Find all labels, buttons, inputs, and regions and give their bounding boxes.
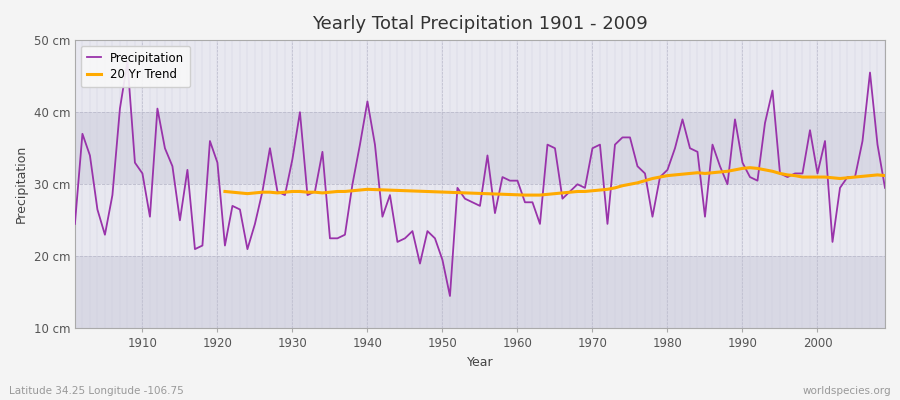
Bar — [75, 256, 885, 328]
Precipitation — [617, 135, 628, 140]
Title: Yearly Total Precipitation 1901 - 2009: Yearly Total Precipitation 1901 - 2009 — [312, 15, 648, 33]
20 Yr Trend — [775, 171, 786, 176]
Precipitation — [527, 200, 538, 205]
Bar — [75, 112, 885, 184]
20 Yr Trend — [879, 173, 890, 178]
20 Yr Trend — [670, 172, 680, 177]
20 Yr Trend — [302, 190, 313, 194]
Precipitation — [69, 222, 80, 226]
20 Yr Trend — [220, 189, 230, 194]
Precipitation — [122, 59, 133, 64]
20 Yr Trend — [317, 190, 328, 195]
X-axis label: Year: Year — [466, 356, 493, 369]
20 Yr Trend — [744, 165, 755, 170]
20 Yr Trend — [519, 193, 530, 198]
Precipitation — [879, 186, 890, 190]
20 Yr Trend — [257, 190, 268, 194]
20 Yr Trend — [872, 172, 883, 177]
Text: worldspecies.org: worldspecies.org — [803, 386, 891, 396]
Precipitation — [347, 182, 358, 187]
Line: 20 Yr Trend: 20 Yr Trend — [225, 168, 885, 195]
Precipitation — [137, 171, 148, 176]
Bar — [75, 184, 885, 256]
Precipitation — [445, 294, 455, 298]
Line: Precipitation: Precipitation — [75, 62, 885, 296]
Y-axis label: Precipitation: Precipitation — [15, 145, 28, 223]
Bar — [75, 40, 885, 112]
Precipitation — [519, 200, 530, 205]
Precipitation — [302, 193, 313, 198]
Text: Latitude 34.25 Longitude -106.75: Latitude 34.25 Longitude -106.75 — [9, 386, 184, 396]
Legend: Precipitation, 20 Yr Trend: Precipitation, 20 Yr Trend — [81, 46, 191, 87]
